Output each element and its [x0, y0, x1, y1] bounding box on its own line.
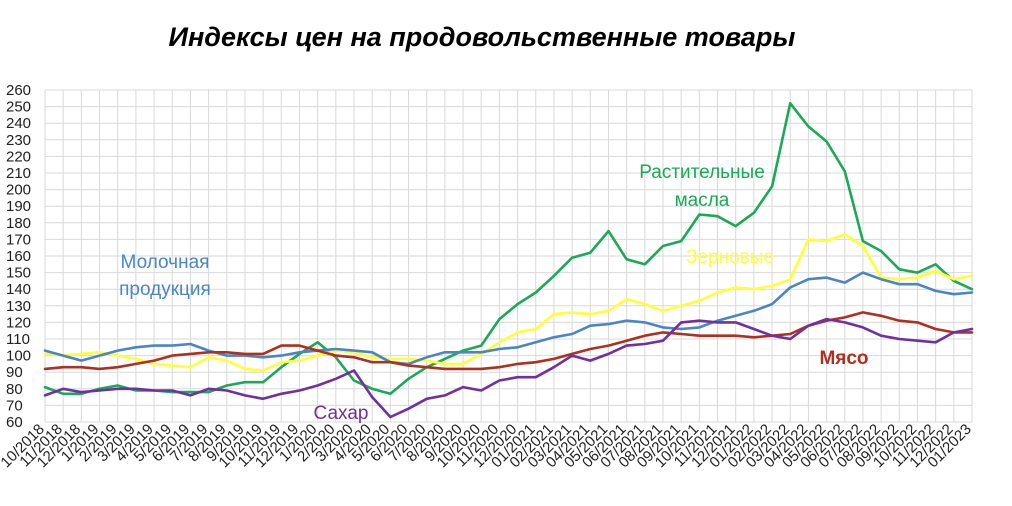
y-tick-label: 160: [6, 248, 31, 265]
y-tick-label: 250: [6, 99, 31, 116]
y-tick-label: 220: [6, 148, 31, 165]
series-labels: Растительные масла Зерновые Молочная продукц…: [119, 162, 868, 424]
y-tick-label: 150: [6, 265, 31, 282]
series-label: Растительные: [639, 162, 765, 183]
y-tick-label: 110: [6, 331, 30, 348]
series-line-2: [43, 271, 974, 366]
y-tick-label: 130: [6, 298, 31, 315]
series-label: Молочная: [121, 252, 210, 273]
y-tick-label: 140: [6, 281, 31, 298]
series-line-1: [43, 233, 974, 372]
y-tick-label: 180: [6, 215, 31, 232]
y-tick-label: 170: [6, 231, 31, 248]
y-tick-label: 100: [6, 348, 31, 365]
y-tick-label: 80: [6, 381, 23, 398]
y-tick-label: 210: [6, 165, 31, 182]
series-label: Зерновые: [686, 247, 774, 268]
series-label: масла: [675, 190, 730, 211]
y-axis: 6070809010011012013014015016017018019020…: [6, 82, 31, 431]
series-lines: [43, 102, 974, 419]
y-tick-label: 60: [6, 414, 23, 431]
y-tick-label: 190: [6, 198, 31, 215]
x-axis: 10/201811/201812/20181/20192/20193/20194…: [0, 421, 975, 471]
y-tick-label: 70: [6, 397, 23, 414]
y-tick-label: 200: [6, 182, 31, 199]
series-label: Мясо: [819, 348, 868, 369]
y-tick-label: 260: [6, 82, 31, 99]
series-label: продукция: [119, 279, 211, 300]
y-tick-label: 120: [6, 314, 31, 331]
gridlines: [44, 89, 973, 423]
y-tick-label: 230: [6, 132, 31, 149]
chart-title: Индексы цен на продовольственные товары: [169, 22, 796, 52]
y-tick-label: 240: [6, 115, 31, 132]
series-line-4: [43, 317, 974, 419]
y-tick-label: 90: [6, 364, 23, 381]
series-label: Сахар: [314, 403, 369, 424]
